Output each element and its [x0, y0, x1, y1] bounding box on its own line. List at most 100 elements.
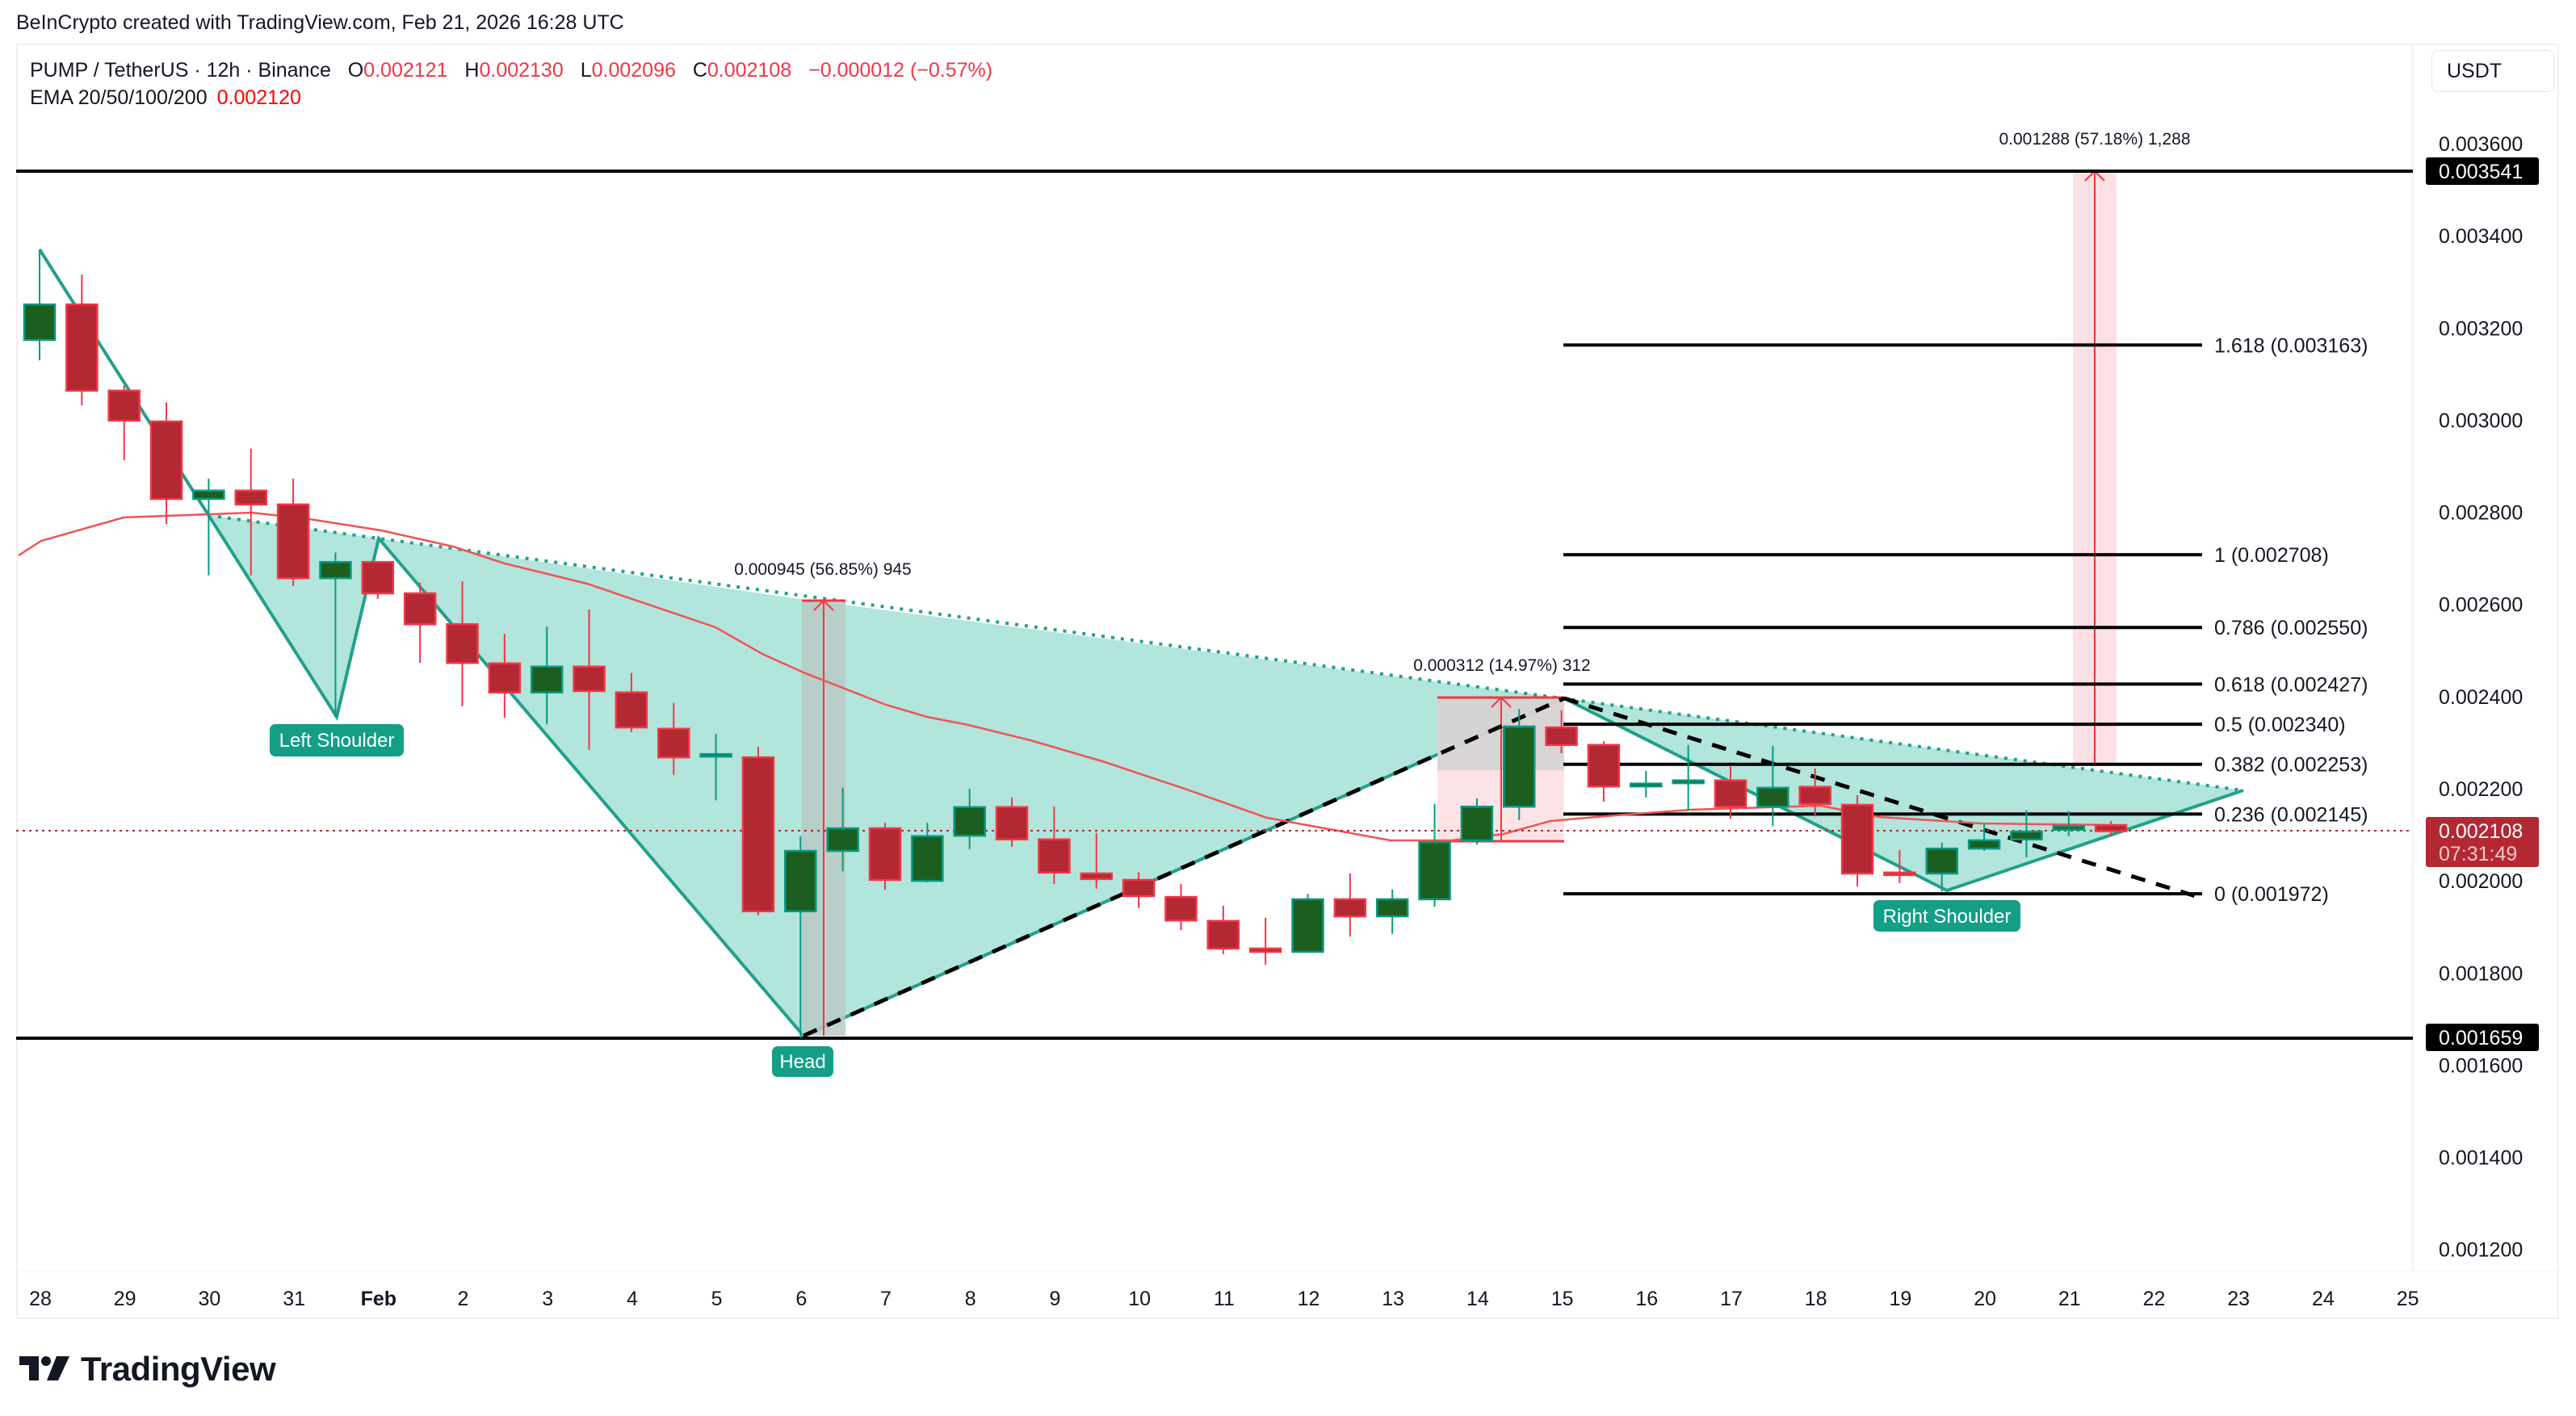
ema-label[interactable]: EMA 20/50/100/200 — [30, 86, 208, 109]
candle[interactable] — [1883, 849, 1916, 883]
candle[interactable] — [573, 609, 606, 751]
price-tick-label: 0.003600 — [2439, 133, 2523, 156]
candle[interactable] — [23, 249, 57, 361]
candle[interactable] — [2094, 820, 2128, 837]
candle[interactable] — [657, 702, 690, 775]
candle[interactable] — [784, 836, 817, 1038]
measure-tool-1[interactable]: 0.000945 (56.85%) 945 — [734, 560, 912, 1036]
time-tick-label: 28 — [29, 1288, 52, 1310]
candle[interactable] — [1333, 873, 1367, 937]
chart-frame — [16, 44, 2559, 1319]
candle[interactable] — [868, 823, 902, 890]
candle[interactable] — [361, 560, 395, 599]
support-price-badge: 0.001659 — [2426, 1024, 2539, 1051]
candle[interactable] — [1248, 917, 1282, 965]
currency-button[interactable]: USDT — [2431, 50, 2554, 92]
time-tick-label: 2 — [458, 1288, 469, 1310]
close-value: 0.002108 — [707, 59, 792, 82]
time-tick-label: 7 — [880, 1288, 892, 1310]
svg-text:0.001659: 0.001659 — [2439, 1027, 2523, 1049]
candle[interactable] — [1375, 889, 1409, 934]
time-tick-label: 10 — [1128, 1288, 1151, 1310]
fib-level-label: 0.618 (0.002427) — [2214, 673, 2368, 696]
symbol-label[interactable]: PUMP / TetherUS · 12h · Binance — [30, 59, 331, 82]
right-shoulder-label: Right Shoulder — [1873, 900, 2020, 932]
time-tick-label: 11 — [1214, 1288, 1235, 1310]
svg-text:0.002108: 0.002108 — [2439, 820, 2523, 843]
candle[interactable] — [1080, 832, 1113, 889]
candle[interactable] — [2010, 810, 2043, 858]
time-axis[interactable]: 28 29 30 31 Feb 2 3 4 5 6 7 8 9 10 11 12 13 14 15 16 17 18 19 2… — [29, 1288, 2419, 1310]
ema-value: 0.002120 — [216, 86, 301, 109]
fib-level-label: 0 (0.001972) — [2214, 883, 2329, 906]
downtrend-dashed-line[interactable] — [1563, 696, 2201, 900]
candle[interactable] — [107, 385, 141, 461]
high-value: 0.002130 — [479, 59, 564, 82]
candle[interactable] — [2052, 811, 2086, 836]
candle-countdown: 07:31:49 — [2439, 843, 2517, 865]
time-tick-label: 30 — [198, 1288, 220, 1310]
measure-tool-3[interactable]: 0.001288 (57.18%) 1,288 — [1999, 130, 2191, 766]
time-tick-label: 17 — [1720, 1288, 1743, 1310]
candle[interactable] — [1630, 770, 1663, 798]
candle[interactable] — [1672, 744, 1705, 811]
candle[interactable] — [1038, 806, 1071, 885]
candle[interactable] — [1418, 803, 1451, 907]
candle[interactable] — [911, 823, 944, 882]
candle[interactable] — [1545, 710, 1578, 754]
ema-line[interactable] — [18, 511, 2115, 842]
candle[interactable] — [149, 402, 183, 524]
candle[interactable] — [1291, 894, 1324, 953]
candle[interactable] — [615, 672, 648, 732]
candle[interactable] — [403, 582, 437, 664]
price-axis[interactable]: 0.003600 0.003400 0.003200 0.003000 0.002800… — [2439, 133, 2523, 1262]
time-tick-label: 14 — [1466, 1288, 1489, 1310]
candle[interactable] — [1206, 905, 1240, 954]
candle[interactable] — [234, 448, 267, 576]
candlestick-series[interactable] — [23, 249, 2128, 1038]
tradingview-logo[interactable]: TradingView — [19, 1350, 276, 1389]
candle[interactable] — [65, 274, 99, 406]
fib-level-label: 1.618 (0.003163) — [2214, 334, 2368, 357]
candle[interactable] — [192, 478, 225, 576]
candle[interactable] — [1925, 842, 1958, 892]
head-fill — [379, 538, 1564, 1036]
candle[interactable] — [1798, 768, 1831, 817]
candle[interactable] — [488, 634, 522, 718]
candle[interactable] — [1503, 709, 1536, 820]
right-shoulder-fill — [1564, 698, 2243, 890]
neckline-dotted — [217, 515, 2244, 792]
candle[interactable] — [953, 788, 986, 849]
candle[interactable] — [1840, 794, 1874, 886]
candle[interactable] — [319, 552, 352, 717]
price-tick-label: 0.002400 — [2439, 686, 2523, 709]
candle[interactable] — [1587, 741, 1621, 802]
time-tick-label: 13 — [1382, 1288, 1404, 1310]
candle[interactable] — [1122, 872, 1156, 908]
time-tick-label: 20 — [1974, 1288, 1996, 1310]
candle[interactable] — [446, 581, 479, 706]
candle[interactable] — [995, 797, 1029, 847]
candle[interactable] — [826, 787, 859, 872]
ema-row: EMA 20/50/100/200 0.002120 — [30, 84, 1004, 111]
candle[interactable] — [1164, 884, 1198, 931]
price-tick-label: 0.001800 — [2439, 962, 2523, 985]
candle[interactable] — [1967, 823, 2001, 852]
svg-text:0.003541: 0.003541 — [2439, 161, 2523, 183]
candle[interactable] — [530, 626, 564, 725]
candle[interactable] — [1714, 765, 1747, 819]
candle[interactable] — [1460, 798, 1494, 845]
candle[interactable] — [276, 478, 310, 586]
price-tick-label: 0.001200 — [2439, 1239, 2523, 1262]
time-tick-label: Feb — [361, 1288, 396, 1310]
svg-text:Head: Head — [779, 1051, 825, 1073]
time-tick-label: 15 — [1551, 1288, 1574, 1310]
time-tick-label: 18 — [1805, 1288, 1827, 1310]
candle[interactable] — [1756, 745, 1789, 827]
head-label: Head — [772, 1046, 833, 1077]
candle[interactable] — [741, 747, 775, 915]
uptrend-dashed-line[interactable] — [802, 696, 1566, 1038]
candle[interactable] — [699, 734, 732, 801]
fib-retracement[interactable]: 1.618 (0.003163) 1 (0.002708) 0.786 (0.002… — [1563, 334, 2368, 906]
